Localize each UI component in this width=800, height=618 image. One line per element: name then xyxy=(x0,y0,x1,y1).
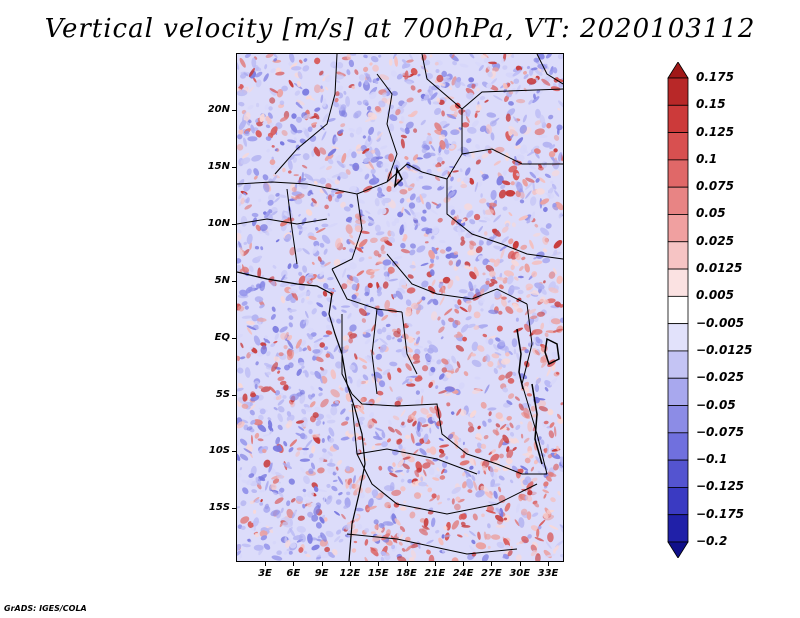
lat-tick xyxy=(232,110,236,111)
lakes xyxy=(394,166,560,465)
lon-label: 9E xyxy=(314,568,329,579)
country-borders xyxy=(237,54,563,555)
colorbar-swatch xyxy=(667,405,689,434)
lon-label: 6E xyxy=(286,568,301,579)
lon-tick xyxy=(548,562,549,566)
lon-label: 3E xyxy=(258,568,272,579)
colorbar-swatch xyxy=(667,323,689,352)
colorbar-swatch xyxy=(667,350,689,379)
colorbar-label: −0.125 xyxy=(696,479,745,494)
colorbar-swatch xyxy=(667,62,689,79)
colorbar-swatch xyxy=(667,132,689,161)
colorbar-swatch xyxy=(667,241,689,270)
colorbar-label: −0.2 xyxy=(696,534,728,548)
map-title: Vertical velocity [m/s] at 700hPa, VT: 2… xyxy=(44,14,756,44)
lon-tick xyxy=(519,562,521,566)
lon-tick xyxy=(434,562,436,566)
lon-tick xyxy=(406,562,408,566)
lon-label: 15E xyxy=(367,568,389,579)
lat-tick xyxy=(232,508,236,509)
colorbar-label: −0.175 xyxy=(696,506,745,521)
colorbar-label: 0.075 xyxy=(696,179,734,194)
lon-label: 18E xyxy=(396,568,417,579)
colorbar-label: 0.05 xyxy=(696,206,726,221)
lat-label: 15S xyxy=(208,502,230,513)
lat-tick xyxy=(232,167,236,168)
colorbar-swatch xyxy=(667,268,689,297)
lat-label: 10S xyxy=(208,445,230,456)
lat-label: EQ xyxy=(214,332,230,343)
lon-tick xyxy=(265,562,266,566)
colorbar-label: −0.005 xyxy=(696,315,745,330)
lat-tick xyxy=(232,281,236,282)
colorbar-label: −0.05 xyxy=(696,397,736,412)
colorbar-swatch xyxy=(667,159,689,188)
colorbar-swatch xyxy=(667,432,689,461)
colorbar-swatch xyxy=(667,377,689,406)
lon-tick xyxy=(378,562,380,566)
coastline xyxy=(237,271,366,561)
lat-tick xyxy=(232,395,236,396)
colorbar xyxy=(667,62,689,558)
colorbar-swatch xyxy=(667,214,689,243)
lon-label: 33E xyxy=(537,568,559,579)
lon-tick xyxy=(321,562,323,566)
lat-label: 20N xyxy=(207,104,230,115)
colorbar-label: 0.005 xyxy=(696,288,734,303)
velocity-field xyxy=(237,54,563,561)
velocity-speckles xyxy=(237,54,563,561)
colorbar-swatch xyxy=(667,295,689,325)
lat-label: 5S xyxy=(215,389,230,400)
colorbar-swatch xyxy=(667,77,689,106)
lon-label: 12E xyxy=(339,568,361,579)
colorbar-label: 0.125 xyxy=(696,124,734,139)
grads-credit: GrADS: IGES/COLA xyxy=(4,604,87,613)
colorbar-label: 0.1 xyxy=(696,151,718,166)
colorbar-swatch xyxy=(667,541,689,558)
colorbar-label: 0.025 xyxy=(696,233,734,248)
colorbar-swatch xyxy=(667,459,689,488)
lat-tick xyxy=(232,338,236,339)
lon-tick xyxy=(463,562,465,566)
lat-tick xyxy=(232,224,236,225)
colorbar-label: −0.1 xyxy=(696,452,728,467)
velocity-map xyxy=(236,53,564,562)
lon-label: 27E xyxy=(481,568,502,579)
colorbar-label: 0.0125 xyxy=(696,261,743,276)
lon-label: 30E xyxy=(509,568,531,579)
lat-label: 5N xyxy=(214,275,230,286)
colorbar-label: −0.075 xyxy=(696,424,745,439)
colorbar-label: 0.175 xyxy=(696,70,734,84)
lat-label: 10N xyxy=(207,218,230,229)
lon-label: 24E xyxy=(452,568,474,579)
colorbar-swatch xyxy=(667,186,689,215)
colorbar-swatch xyxy=(667,104,689,133)
colorbar-swatch xyxy=(667,487,689,516)
colorbar-label: −0.0125 xyxy=(696,342,753,357)
colorbar-swatch xyxy=(667,514,689,543)
colorbar-label: 0.15 xyxy=(696,97,726,112)
lon-tick xyxy=(349,562,351,566)
lon-tick xyxy=(491,562,493,566)
colorbar-label: −0.025 xyxy=(696,370,745,385)
lon-tick xyxy=(293,562,295,566)
lon-label: 21E xyxy=(424,568,446,579)
lat-label: 15N xyxy=(207,161,230,172)
lat-tick xyxy=(232,451,236,452)
